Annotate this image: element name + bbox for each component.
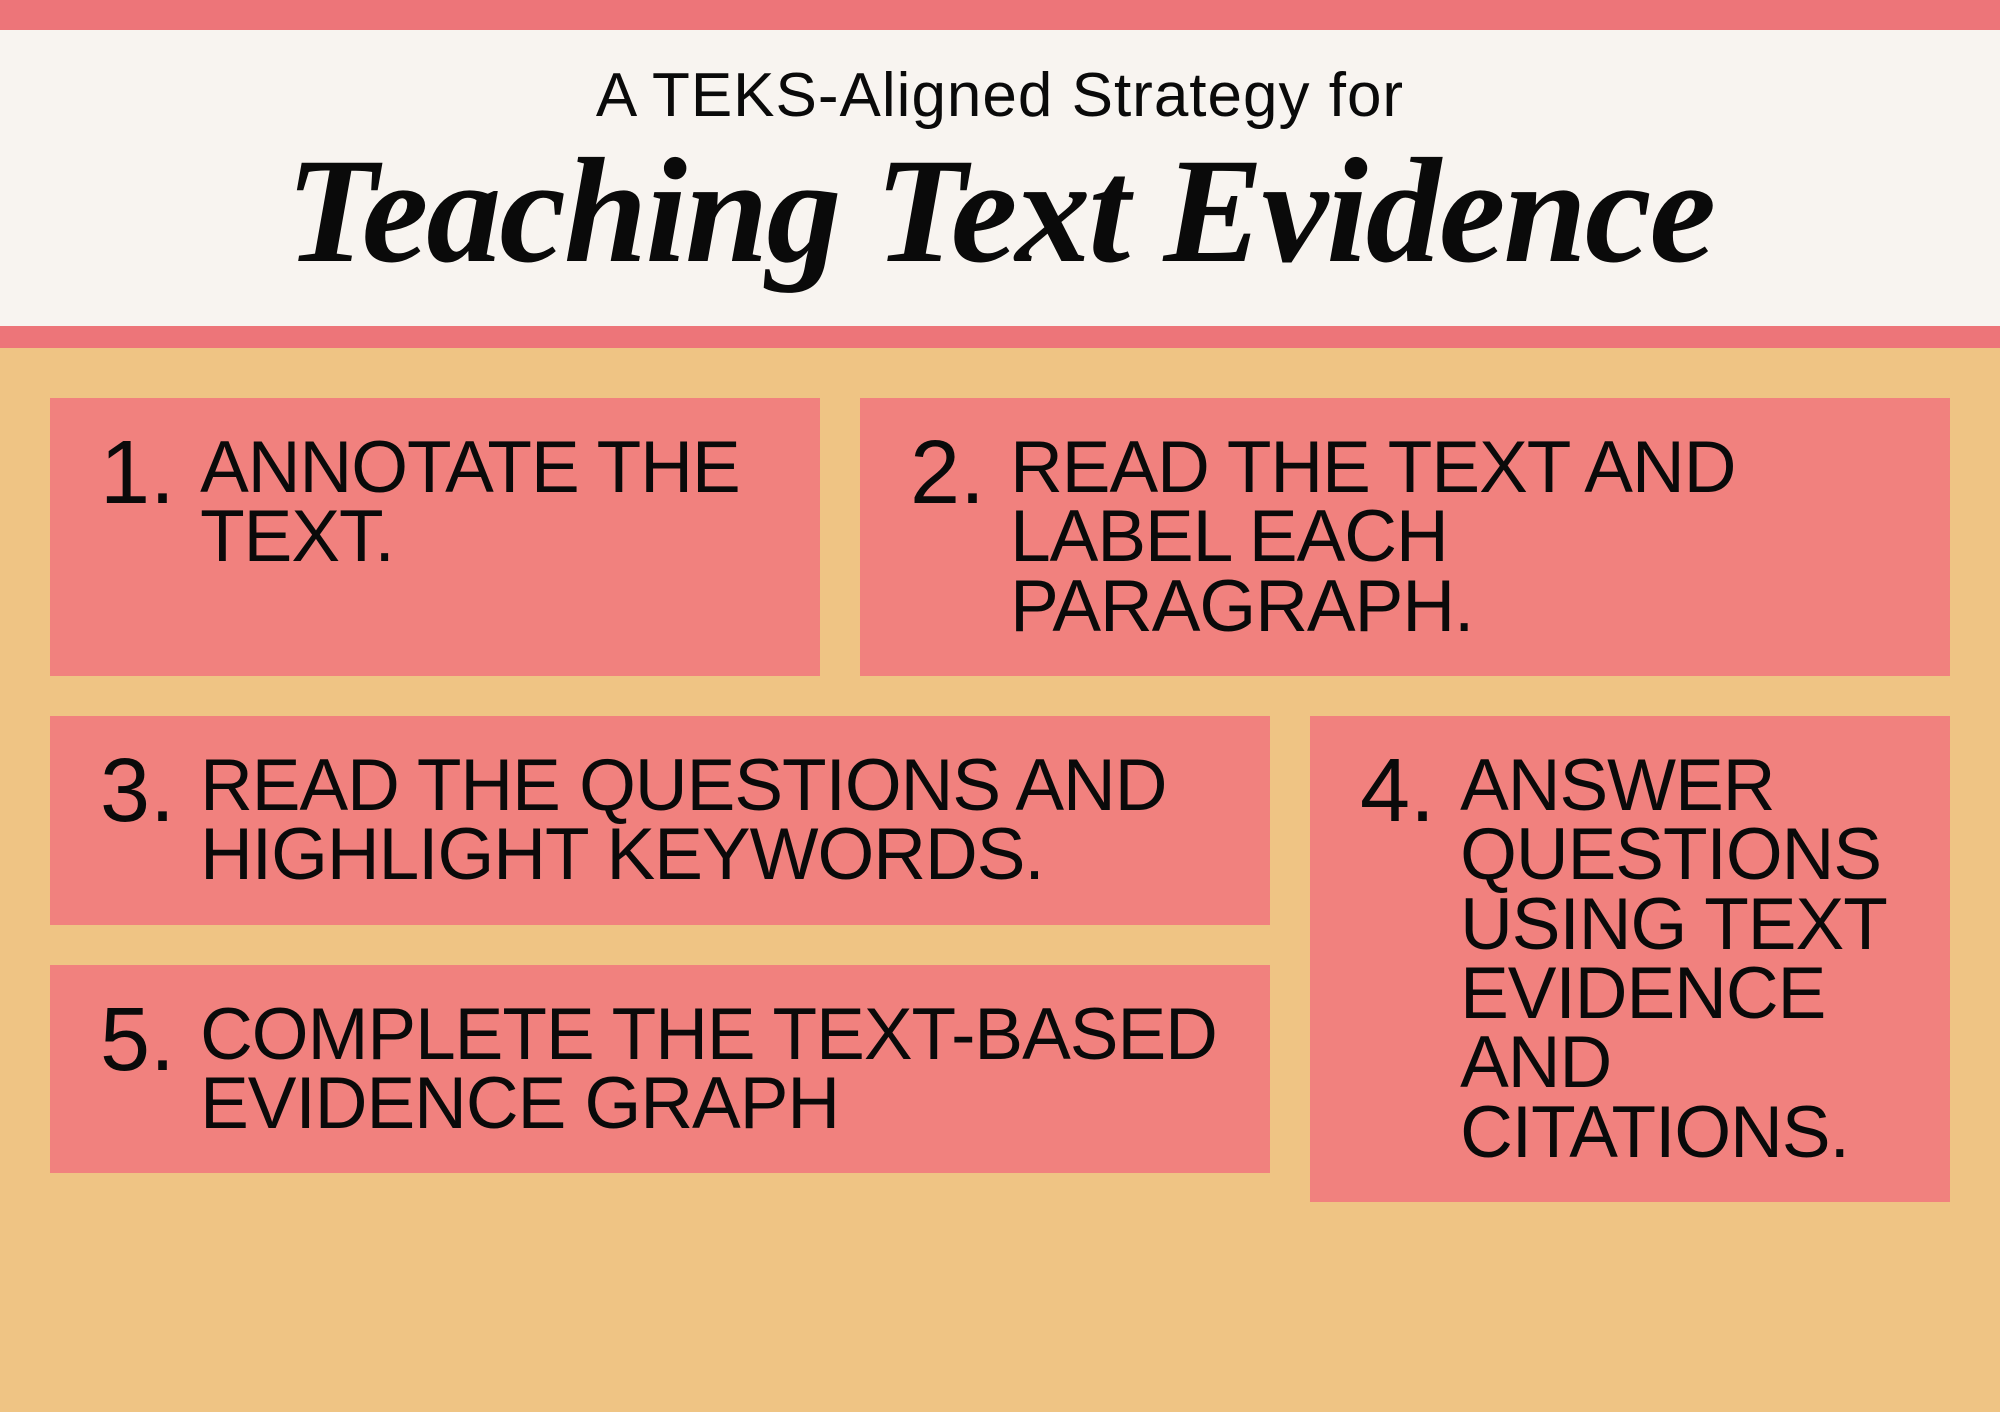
card-5-text: COMPLETE THE TEXT-BASED EVIDENCE GRAPH	[200, 1000, 1230, 1139]
cards-row-2: 3. READ THE QUESTIONS AND HIGHLIGHT KEYW…	[0, 676, 2000, 1202]
card-5-number: 5.	[100, 1000, 175, 1081]
header-subtitle: A TEKS-Aligned Strategy for	[40, 60, 1960, 131]
card-3-number: 3.	[100, 751, 175, 832]
card-4-text: ANSWER QUESTIONS USING TEXT EVIDENCE AND…	[1460, 751, 1910, 1167]
card-3-text: READ THE QUESTIONS AND HIGHLIGHT KEYWORD…	[200, 751, 1230, 890]
card-2-text: READ THE TEXT AND LABEL EACH PARAGRAPH.	[1010, 433, 1910, 641]
card-2-number: 2.	[910, 433, 985, 514]
card-2: 2. READ THE TEXT AND LABEL EACH PARAGRAP…	[860, 398, 1950, 676]
header-bottom-bar	[0, 326, 2000, 348]
card-4-number: 4.	[1360, 751, 1435, 832]
card-3: 3. READ THE QUESTIONS AND HIGHLIGHT KEYW…	[50, 716, 1270, 925]
header-block: A TEKS-Aligned Strategy for Teaching Tex…	[0, 30, 2000, 326]
header-title: Teaching Text Evidence	[40, 136, 1960, 286]
card-1-number: 1.	[100, 433, 175, 514]
card-5: 5. COMPLETE THE TEXT-BASED EVIDENCE GRAP…	[50, 965, 1270, 1174]
card-4: 4. ANSWER QUESTIONS USING TEXT EVIDENCE …	[1310, 716, 1950, 1202]
left-column: 3. READ THE QUESTIONS AND HIGHLIGHT KEYW…	[50, 716, 1270, 1202]
card-1-text: ANNOTATE THE TEXT.	[200, 433, 780, 572]
cards-row-1: 1. ANNOTATE THE TEXT. 2. READ THE TEXT A…	[0, 348, 2000, 676]
card-1: 1. ANNOTATE THE TEXT.	[50, 398, 820, 676]
top-accent-bar	[0, 0, 2000, 30]
